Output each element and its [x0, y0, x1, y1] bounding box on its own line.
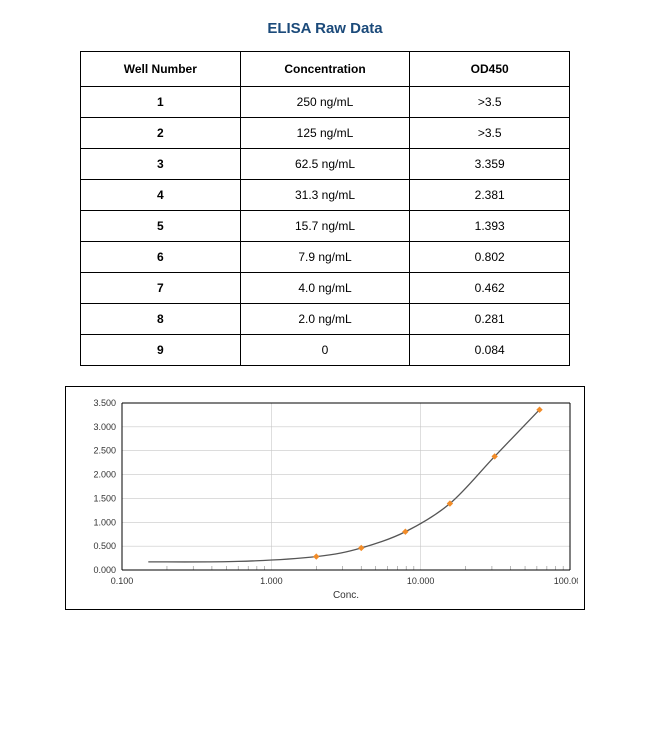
cell-well: 9 — [81, 335, 241, 366]
xtick-label: 100.000 — [554, 576, 578, 586]
ytick-label: 3.500 — [93, 398, 116, 408]
ytick-label: 0.000 — [93, 565, 116, 575]
col-header-well: Well Number — [81, 52, 241, 87]
cell-concentration: 62.5 ng/mL — [240, 149, 410, 180]
cell-od450: 0.462 — [410, 273, 570, 304]
fit-curve — [148, 410, 539, 562]
cell-od450: 0.281 — [410, 304, 570, 335]
table-row: 2125 ng/mL>3.5 — [81, 118, 570, 149]
cell-od450: 3.359 — [410, 149, 570, 180]
cell-well: 6 — [81, 242, 241, 273]
cell-concentration: 125 ng/mL — [240, 118, 410, 149]
page-title: ELISA Raw Data — [50, 20, 600, 37]
xtick-label: 10.000 — [407, 576, 435, 586]
cell-well: 1 — [81, 87, 241, 118]
ytick-label: 2.500 — [93, 446, 116, 456]
cell-concentration: 0 — [240, 335, 410, 366]
cell-concentration: 31.3 ng/mL — [240, 180, 410, 211]
data-point — [313, 553, 319, 559]
ytick-label: 0.500 — [93, 541, 116, 551]
cell-well: 2 — [81, 118, 241, 149]
cell-concentration: 250 ng/mL — [240, 87, 410, 118]
cell-well: 4 — [81, 180, 241, 211]
cell-od450: >3.5 — [410, 118, 570, 149]
col-header-od450: OD450 — [410, 52, 570, 87]
ytick-label: 3.000 — [93, 422, 116, 432]
cell-od450: 0.802 — [410, 242, 570, 273]
table-row: 362.5 ng/mL3.359 — [81, 149, 570, 180]
ytick-label: 2.000 — [93, 470, 116, 480]
cell-od450: 1.393 — [410, 211, 570, 242]
table-row: 1250 ng/mL>3.5 — [81, 87, 570, 118]
col-header-concentration: Concentration — [240, 52, 410, 87]
cell-concentration: 4.0 ng/mL — [240, 273, 410, 304]
elisa-chart: 0.000 0.500 1.000 1.500 2.000 2.500 3.000 3.500… — [72, 395, 578, 605]
cell-well: 3 — [81, 149, 241, 180]
cell-od450: 0.084 — [410, 335, 570, 366]
table-row: 515.7 ng/mL1.393 — [81, 211, 570, 242]
table-row: 900.084 — [81, 335, 570, 366]
data-point — [358, 545, 364, 551]
cell-concentration: 7.9 ng/mL — [240, 242, 410, 273]
table-row: 74.0 ng/mL0.462 — [81, 273, 570, 304]
data-point — [402, 529, 408, 535]
ytick-label: 1.500 — [93, 493, 116, 503]
cell-od450: 2.381 — [410, 180, 570, 211]
cell-od450: >3.5 — [410, 87, 570, 118]
data-table: Well Number Concentration OD450 1250 ng/… — [80, 51, 570, 366]
cell-concentration: 15.7 ng/mL — [240, 211, 410, 242]
chart-container: 0.000 0.500 1.000 1.500 2.000 2.500 3.000 3.500… — [65, 386, 585, 610]
xtick-label: 1.000 — [260, 576, 283, 586]
cell-concentration: 2.0 ng/mL — [240, 304, 410, 335]
cell-well: 8 — [81, 304, 241, 335]
table-row: 82.0 ng/mL0.281 — [81, 304, 570, 335]
table-row: 431.3 ng/mL2.381 — [81, 180, 570, 211]
cell-well: 5 — [81, 211, 241, 242]
table-header-row: Well Number Concentration OD450 — [81, 52, 570, 87]
x-axis-label: Conc. — [333, 590, 359, 601]
cell-well: 7 — [81, 273, 241, 304]
table-row: 67.9 ng/mL0.802 — [81, 242, 570, 273]
xtick-label: 0.100 — [111, 576, 134, 586]
ytick-label: 1.000 — [93, 517, 116, 527]
